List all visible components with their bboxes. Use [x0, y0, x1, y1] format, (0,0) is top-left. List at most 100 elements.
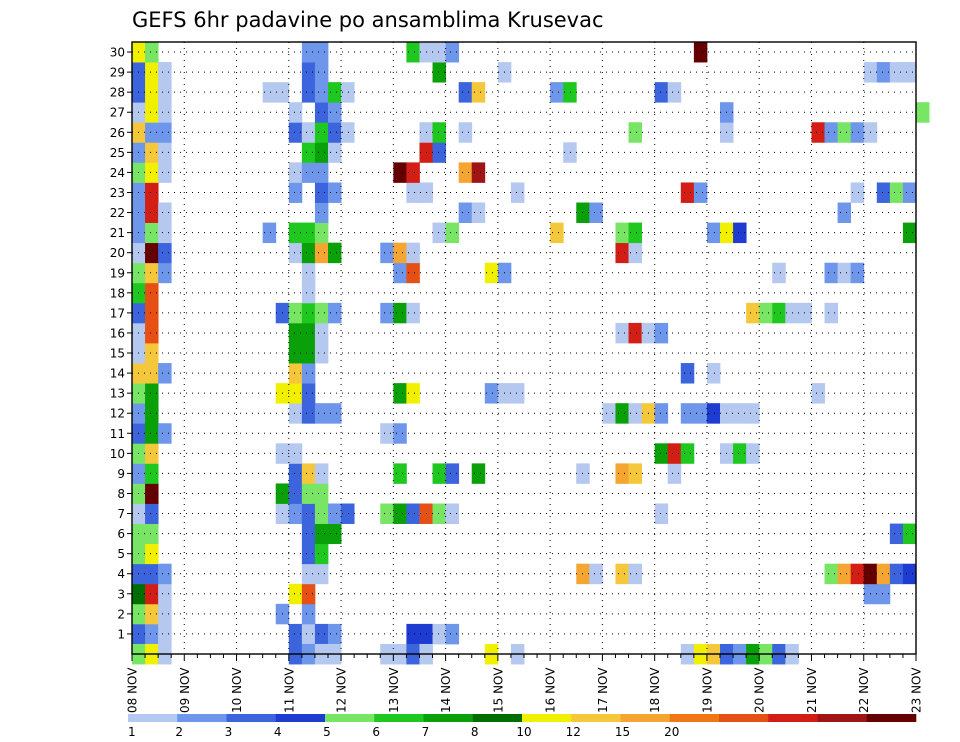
heatmap-cell	[615, 322, 629, 344]
heatmap-cell	[301, 403, 316, 424]
heatmap-cell	[471, 202, 486, 223]
heatmap-cell	[341, 503, 355, 524]
heatmap-cell	[301, 222, 316, 244]
heatmap-cell	[314, 202, 329, 223]
colorbar-label: 6	[372, 725, 380, 739]
x-tick-label: 09 NOV	[178, 667, 192, 713]
heatmap-cell	[889, 62, 904, 83]
heatmap-cell	[314, 623, 329, 645]
heatmap-cell	[406, 383, 420, 404]
heatmap-cell	[314, 102, 329, 123]
heatmap-cell	[550, 82, 564, 103]
x-tick-label: 14 NOV	[439, 667, 453, 713]
heatmap-cell	[158, 363, 172, 384]
y-tick-label: 20	[110, 246, 125, 260]
heatmap-cell	[301, 583, 316, 605]
heatmap-cell	[471, 82, 486, 103]
heatmap-cell	[145, 403, 159, 424]
heatmap-cell	[850, 182, 865, 203]
heatmap-cell	[158, 122, 172, 143]
heatmap-cell	[314, 222, 329, 244]
heatmap-cell	[706, 222, 721, 244]
heatmap-cell	[654, 443, 669, 464]
heatmap-cell	[145, 463, 159, 484]
heatmap-cell	[145, 302, 159, 324]
heatmap-cell	[654, 403, 669, 424]
heatmap-cell	[314, 82, 329, 103]
heatmap-cell	[628, 242, 642, 264]
heatmap-cell	[314, 242, 329, 264]
y-tick-label: 16	[110, 326, 125, 340]
heatmap-cell	[615, 463, 629, 484]
y-tick-label: 30	[110, 46, 125, 60]
heatmap-cell	[824, 262, 838, 284]
heatmap-cell	[811, 383, 825, 404]
heatmap-cell	[746, 302, 760, 324]
heatmap-cell	[145, 503, 159, 524]
heatmap-cell	[158, 262, 172, 284]
heatmap-cell	[889, 563, 904, 585]
heatmap-cell	[680, 443, 695, 464]
heatmap-cell	[328, 122, 342, 143]
y-tick-label: 27	[110, 106, 125, 120]
heatmap-cell	[288, 162, 303, 183]
heatmap-cell	[432, 463, 446, 484]
y-tick-label: 28	[110, 86, 125, 100]
heatmap-cell	[850, 563, 865, 585]
heatmap-cell	[837, 262, 852, 284]
heatmap-cell	[158, 142, 172, 163]
y-tick-label: 3	[117, 587, 125, 601]
heatmap-cell	[824, 563, 838, 585]
heatmap-cell	[445, 623, 460, 645]
heatmap-cell	[145, 162, 159, 183]
heatmap-cell	[145, 363, 159, 384]
x-tick-label: 11 NOV	[282, 667, 296, 713]
heatmap-cell	[288, 583, 303, 605]
heatmap-cell	[288, 503, 303, 524]
heatmap-cell	[314, 42, 329, 63]
heatmap-cell	[458, 162, 473, 183]
heatmap-cell	[667, 443, 682, 464]
heatmap-cell	[902, 182, 917, 203]
heatmap-cell	[341, 82, 355, 103]
heatmap-cell	[432, 62, 446, 83]
heatmap-cell	[314, 322, 329, 344]
heatmap-cell	[314, 302, 329, 324]
heatmap-cell	[902, 523, 917, 545]
heatmap-cell	[145, 62, 159, 83]
y-tick-label: 18	[110, 286, 125, 300]
heatmap-cell	[314, 523, 329, 545]
heatmap-cell	[380, 503, 394, 524]
y-tick-label: 12	[110, 407, 125, 421]
heatmap-cell	[145, 202, 159, 223]
heatmap-cell	[576, 202, 590, 223]
y-tick-label: 1	[117, 627, 125, 641]
colorbar-segment	[325, 714, 375, 722]
heatmap-cell	[458, 122, 473, 143]
heatmap-cell	[772, 262, 786, 284]
heatmap-cell	[145, 42, 159, 63]
heatmap-cell	[406, 623, 420, 645]
x-tick-label: 15 NOV	[491, 667, 505, 713]
y-tick-label: 10	[110, 447, 125, 461]
heatmap-cell	[380, 242, 394, 264]
heatmap-cell	[445, 42, 460, 63]
heatmap-cell	[314, 563, 329, 585]
heatmap-cell	[328, 82, 342, 103]
heatmap-cell	[902, 62, 917, 83]
y-tick-label: 13	[110, 387, 125, 401]
heatmap-cell	[288, 182, 303, 203]
heatmap-cell	[628, 322, 642, 344]
heatmap-cell	[393, 162, 407, 183]
heatmap-cell	[145, 583, 159, 605]
y-tick-label: 15	[110, 347, 125, 361]
colorbar-segment	[669, 714, 720, 722]
x-tick-label: 20 NOV	[753, 667, 767, 713]
colorbar-segment	[522, 714, 572, 722]
heatmap-cell	[145, 563, 159, 585]
colorbar-label: 4	[274, 725, 282, 739]
heatmap-cell	[667, 463, 682, 484]
heatmap-cell	[876, 62, 891, 83]
heatmap-cell	[563, 142, 577, 163]
